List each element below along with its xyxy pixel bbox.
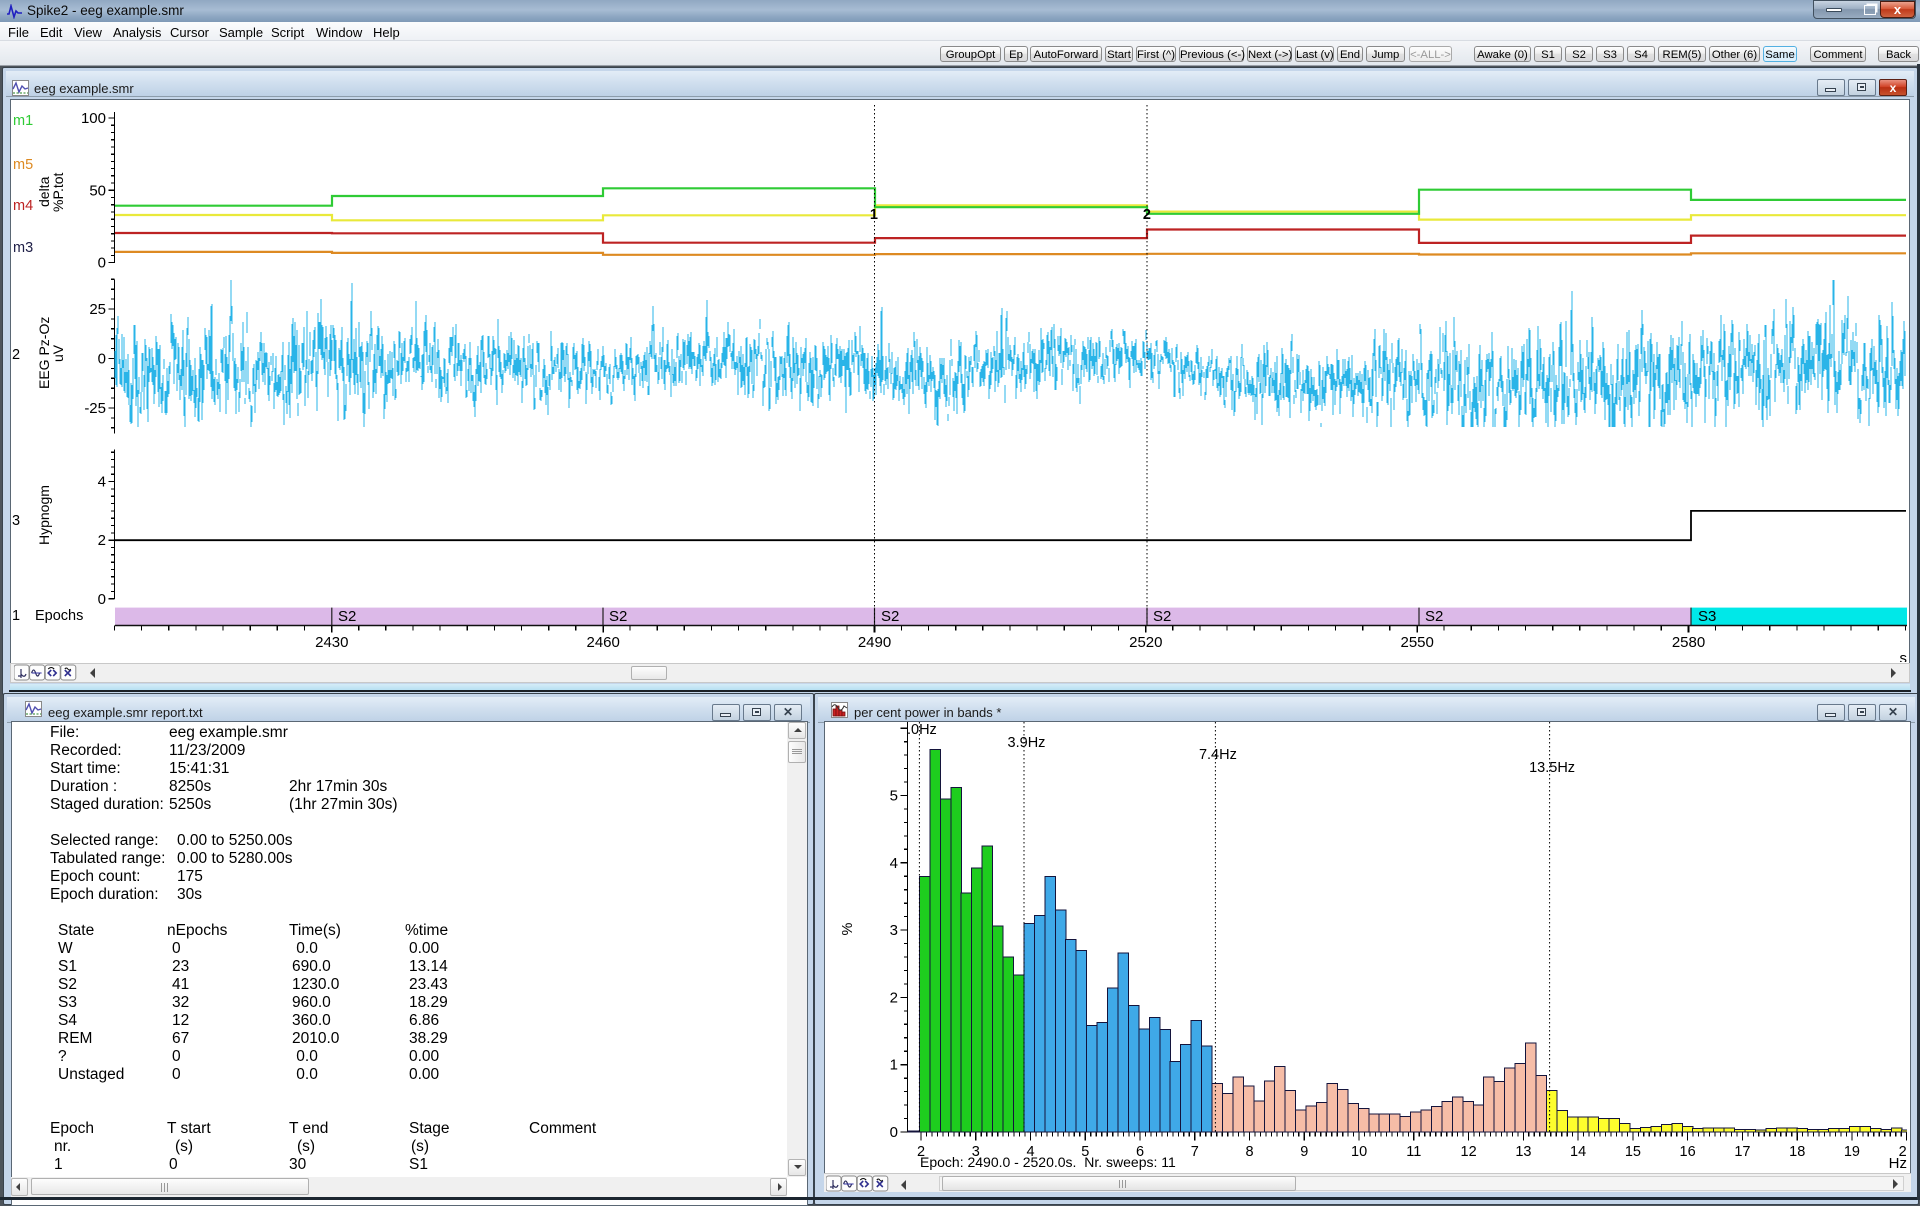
svg-text:2550: 2550 [1401,634,1434,651]
svg-text:4: 4 [98,474,106,491]
svg-text:-25: -25 [84,400,106,417]
svg-text:3.9Hz: 3.9Hz [1008,735,1046,751]
svg-text:.0Hz: .0Hz [907,722,937,738]
svg-text:3: 3 [972,1144,980,1160]
svg-text:100: 100 [81,110,106,127]
svg-text:8: 8 [1246,1144,1254,1160]
svg-text:6: 6 [1136,1144,1144,1160]
svg-text:0: 0 [98,351,106,368]
svg-text:2: 2 [917,1144,925,1160]
svg-text:2520: 2520 [1129,634,1162,651]
svg-text:11: 11 [1406,1144,1421,1160]
svg-text:2: 2 [1143,207,1151,223]
svg-text:2580: 2580 [1672,634,1705,651]
svg-text:2: 2 [890,989,898,1006]
svg-text:9: 9 [1300,1144,1308,1160]
svg-text:50: 50 [89,182,106,199]
svg-text:0: 0 [890,1124,898,1141]
svg-text:15: 15 [1625,1144,1641,1160]
svg-text:13: 13 [1515,1144,1531,1160]
svg-text:2490: 2490 [858,634,891,651]
svg-text:4: 4 [1026,1144,1034,1160]
svg-text:S2: S2 [881,608,899,625]
svg-text:20: 20 [1899,1144,1907,1160]
svg-text:18: 18 [1789,1144,1805,1160]
svg-text:3: 3 [890,922,898,939]
svg-text:S3: S3 [1698,608,1716,625]
svg-text:4: 4 [890,855,898,872]
svg-text:10: 10 [1351,1144,1367,1160]
svg-text:17: 17 [1734,1144,1750,1160]
svg-text:5: 5 [1081,1144,1089,1160]
svg-text:19: 19 [1844,1144,1860,1160]
svg-text:1: 1 [870,207,878,223]
svg-text:S2: S2 [338,608,356,625]
svg-text:%: % [840,922,856,935]
svg-text:2460: 2460 [587,634,620,651]
svg-text:S2: S2 [609,608,627,625]
svg-text:7.4Hz: 7.4Hz [1199,747,1237,763]
svg-text:Epoch: 2490.0 - 2520.0s. Nr.: Epoch: 2490.0 - 2520.0s. Nr. sweeps: 11 [920,1154,1176,1170]
svg-text:Hz: Hz [1889,1155,1907,1172]
svg-text:1: 1 [890,1057,898,1074]
svg-text:S2: S2 [1153,608,1171,625]
svg-text:5: 5 [890,788,898,805]
svg-text:25: 25 [89,301,106,318]
svg-text:0: 0 [98,255,106,272]
svg-text:12: 12 [1461,1144,1477,1160]
svg-text:7: 7 [1191,1144,1199,1160]
svg-text:2430: 2430 [315,634,348,651]
svg-text:16: 16 [1680,1144,1696,1160]
svg-text:0: 0 [98,591,106,608]
svg-text:S2: S2 [1425,608,1443,625]
svg-text:s: s [1900,650,1908,662]
svg-text:13.5Hz: 13.5Hz [1529,760,1575,776]
svg-text:14: 14 [1570,1144,1586,1160]
svg-text:2: 2 [98,532,106,549]
